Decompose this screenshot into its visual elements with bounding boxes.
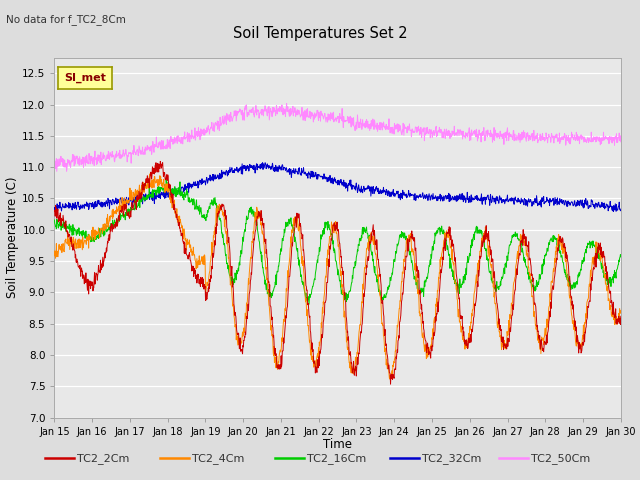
Text: TC2_2Cm: TC2_2Cm xyxy=(77,453,129,464)
Text: SI_met: SI_met xyxy=(64,73,106,83)
Text: TC2_4Cm: TC2_4Cm xyxy=(192,453,244,464)
Text: TC2_50Cm: TC2_50Cm xyxy=(531,453,591,464)
Y-axis label: Soil Temperature (C): Soil Temperature (C) xyxy=(6,177,19,299)
Text: TC2_16Cm: TC2_16Cm xyxy=(307,453,367,464)
Text: TC2_32Cm: TC2_32Cm xyxy=(422,453,482,464)
Text: No data for f_TC2_8Cm: No data for f_TC2_8Cm xyxy=(6,14,126,25)
Text: Soil Temperatures Set 2: Soil Temperatures Set 2 xyxy=(233,26,407,41)
X-axis label: Time: Time xyxy=(323,438,352,451)
